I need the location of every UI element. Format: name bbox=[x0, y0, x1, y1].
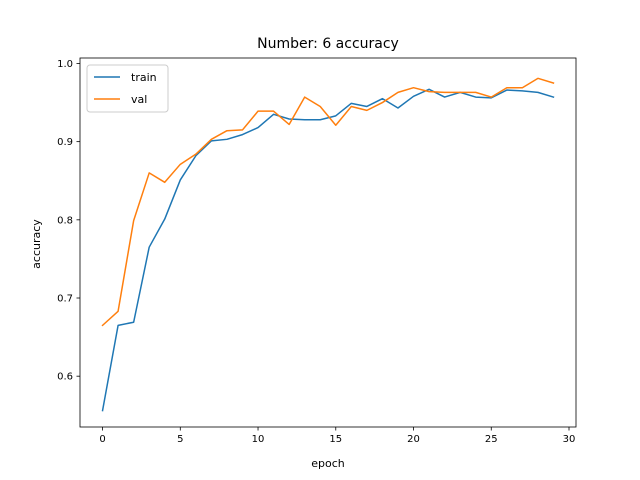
y-axis-label: accuracy bbox=[30, 219, 43, 269]
legend-label-val: val bbox=[131, 93, 147, 106]
y-tick-label: 0.8 bbox=[57, 215, 73, 226]
y-tick-label: 0.7 bbox=[57, 294, 73, 305]
x-tick-label: 5 bbox=[177, 434, 183, 445]
y-tick-label: 0.6 bbox=[57, 372, 73, 383]
x-tick-label: 15 bbox=[329, 434, 342, 445]
axes-frame bbox=[79, 57, 577, 428]
x-tick-label: 20 bbox=[407, 434, 420, 445]
legend-label-train: train bbox=[131, 71, 157, 84]
x-axis-label: epoch bbox=[311, 457, 345, 470]
plot-area: 0 5 10 15 20 25 30 0.6 0.7 0.8 0.9 1.0 bbox=[57, 57, 577, 445]
y-tick-label: 1.0 bbox=[57, 59, 73, 70]
x-tick-label: 25 bbox=[485, 434, 498, 445]
y-tick-label: 0.9 bbox=[57, 137, 73, 148]
chart-title: Number: 6 accuracy bbox=[257, 36, 399, 52]
legend: train val bbox=[86, 64, 169, 113]
x-tick-label: 0 bbox=[99, 434, 105, 445]
series-line-train bbox=[101, 88, 555, 412]
x-tick-label: 30 bbox=[563, 434, 576, 445]
series-line-val bbox=[101, 77, 555, 327]
x-tick-label: 10 bbox=[252, 434, 265, 445]
